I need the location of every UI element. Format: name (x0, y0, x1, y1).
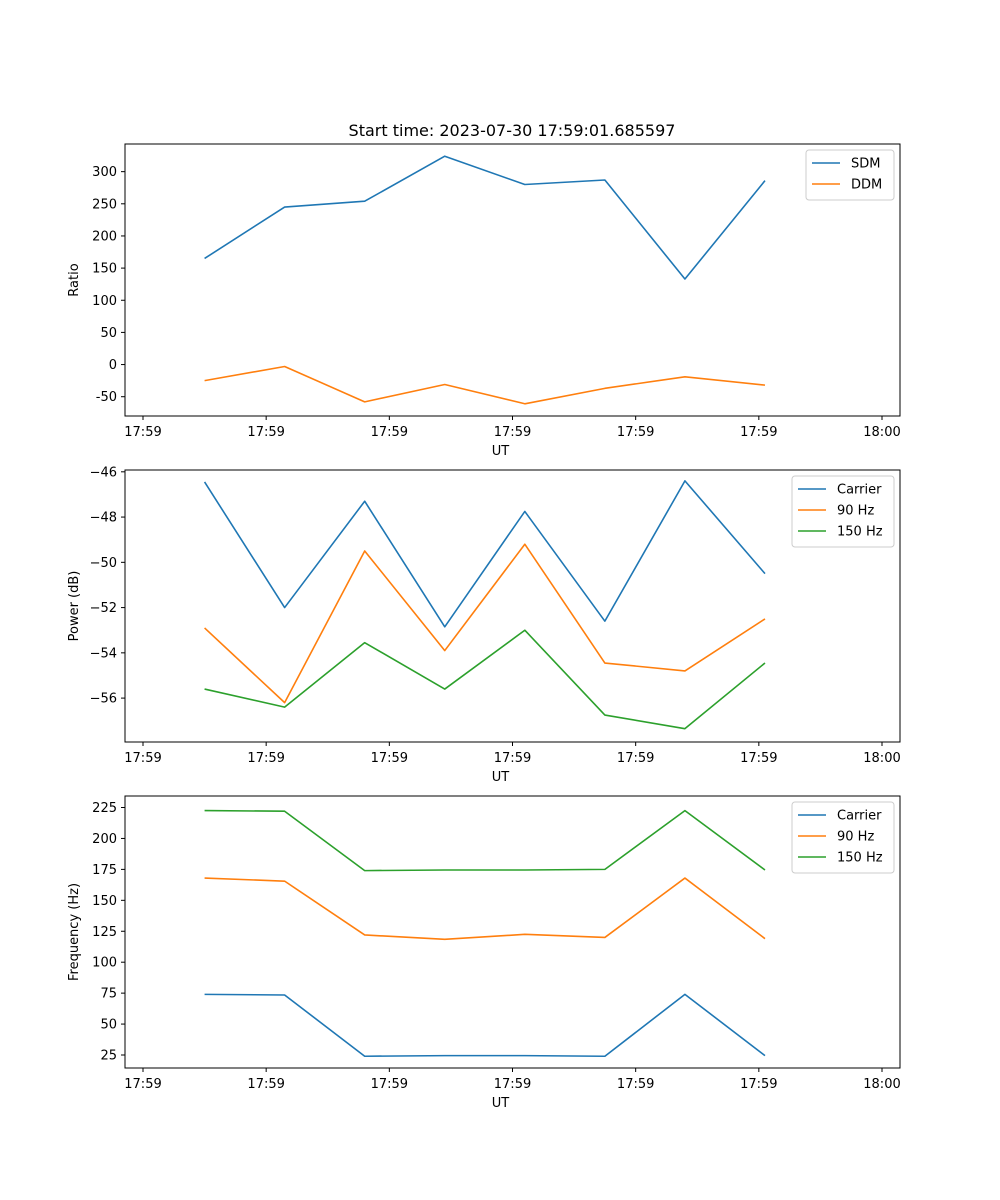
legend: Carrier 90 Hz 150 Hz (791, 801, 895, 874)
series-line-150-hz (204, 809, 766, 872)
ratio-subplot: 17:59 17:59 17:59 17:59 17:59 17:59 18:00 -50 0 5… (67, 143, 901, 459)
x-tick-label: 17:59 (494, 751, 531, 766)
y-axis-label: Frequency (Hz) (67, 883, 82, 981)
legend-label-sdm: SDM (851, 157, 880, 172)
y-tick-label: 200 (92, 832, 117, 847)
x-axis-label: UT (492, 770, 510, 785)
x-tick-label: 17:59 (371, 751, 408, 766)
y-tick-label: 50 (100, 1018, 117, 1033)
y-tick-label: 250 (92, 197, 117, 212)
y-tick-label: 50 (100, 326, 117, 341)
x-tick-label: 17:59 (371, 425, 408, 440)
frequency-subplot: 17:59 17:59 17:59 17:59 17:59 17:59 18:00 25 50 7… (67, 795, 901, 1111)
x-tick-label: 18:00 (863, 1077, 900, 1092)
legend-label-ddm: DDM (851, 178, 882, 193)
legend-label-150-hz: 150 Hz (837, 851, 883, 866)
x-tick-label: 17:59 (494, 425, 531, 440)
y-tick-label: 300 (92, 165, 117, 180)
x-tick-label: 17:59 (494, 1077, 531, 1092)
x-tick-label: 17:59 (247, 425, 284, 440)
x-axis-label: UT (492, 444, 510, 459)
x-tick-label: 17:59 (617, 1077, 654, 1092)
x-tick-label: 17:59 (124, 1077, 161, 1092)
series-line-90-hz (204, 543, 766, 704)
x-tick-label: 17:59 (247, 1077, 284, 1092)
y-tick-label: 175 (92, 863, 117, 878)
y-tick-label: -50 (96, 390, 117, 405)
legend-label-90-hz: 90 Hz (837, 504, 874, 519)
legend: Carrier 90 Hz 150 Hz (791, 475, 895, 548)
x-axis-label: UT (492, 1096, 510, 1111)
legend-box (805, 149, 895, 201)
y-tick-label: −54 (90, 646, 117, 661)
x-tick-label: 17:59 (740, 425, 777, 440)
y-tick-label: 200 (92, 229, 117, 244)
legend-label-carrier: Carrier (837, 483, 882, 498)
series-line-ddm (204, 365, 766, 405)
series-line-sdm (204, 155, 766, 280)
x-tick-label: 17:59 (371, 1077, 408, 1092)
y-tick-label: −46 (90, 465, 117, 480)
y-tick-label: −52 (90, 601, 117, 616)
series-line-150-hz (204, 629, 766, 730)
y-tick-label: 225 (92, 801, 117, 816)
x-tick-label: 17:59 (617, 751, 654, 766)
legend: SDM DDM (805, 149, 895, 201)
y-tick-label: 150 (92, 262, 117, 277)
x-tick-label: 17:59 (247, 751, 284, 766)
legend-box (791, 475, 895, 548)
legend-label-90-hz: 90 Hz (837, 830, 874, 845)
series-line-90-hz (204, 877, 766, 941)
x-tick-label: 18:00 (863, 751, 900, 766)
legend-label-carrier: Carrier (837, 809, 882, 824)
legend-label-150-hz: 150 Hz (837, 525, 883, 540)
legend-box (791, 801, 895, 874)
series-line-carrier (204, 993, 766, 1058)
y-tick-label: −56 (90, 692, 117, 707)
y-axis-label: Ratio (67, 263, 82, 296)
y-tick-label: 150 (92, 894, 117, 909)
y-tick-label: 25 (100, 1049, 117, 1064)
y-tick-label: 100 (92, 956, 117, 971)
x-tick-label: 17:59 (740, 751, 777, 766)
power-subplot: 17:59 17:59 17:59 17:59 17:59 17:59 18:00 −56 −5… (67, 465, 901, 785)
y-tick-label: −50 (90, 556, 117, 571)
x-tick-label: 18:00 (863, 425, 900, 440)
x-tick-label: 17:59 (617, 425, 654, 440)
y-tick-label: 125 (92, 925, 117, 940)
series-line-carrier (203, 480, 766, 628)
y-tick-label: 0 (109, 358, 117, 373)
x-tick-label: 17:59 (124, 751, 161, 766)
y-tick-label: 75 (100, 987, 117, 1002)
figure-title: Start time: 2023-07-30 17:59:01.685597 (349, 121, 676, 140)
y-axis-label: Power (dB) (67, 571, 82, 642)
x-tick-label: 17:59 (124, 425, 161, 440)
y-tick-label: −48 (90, 511, 117, 526)
y-tick-label: 100 (92, 294, 117, 309)
x-tick-label: 17:59 (740, 1077, 777, 1092)
